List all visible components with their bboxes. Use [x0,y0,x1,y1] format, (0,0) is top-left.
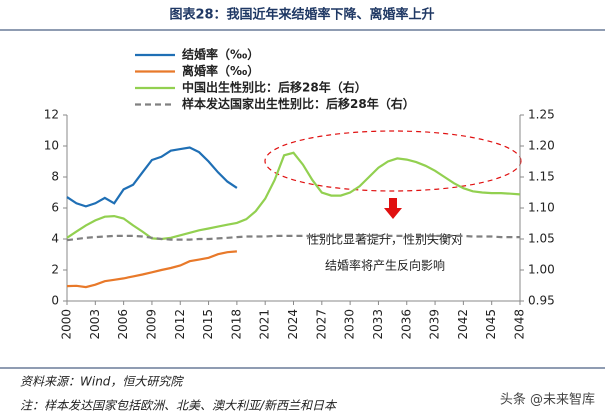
y-tick-label: 10 [44,139,59,153]
arrow [384,198,402,219]
x-tick-label: 2030 [343,309,357,340]
y2-tick-label: 1.00 [528,263,555,277]
x-tick-label: 2018 [229,309,243,340]
annotation: 性别比显著提升，性别失衡对 [307,232,463,247]
legend-label: 中国出生性别比：后移28年（右） [182,80,367,95]
highlight-ellipse [264,130,522,192]
x-tick-label: 2003 [88,309,102,340]
x-tick-label: 2012 [173,309,187,340]
x-tick-label: 2045 [484,309,498,340]
y-tick-label: 12 [44,108,59,122]
x-tick-label: 2015 [201,309,215,340]
legend-label: 结婚率（‰） [182,47,259,62]
footnote: 注：样本发达国家包括欧洲、北美、澳大利亚/新西兰和日本 [20,399,338,413]
y2-tick-label: 1.10 [528,201,555,215]
y2-tick-label: 0.95 [528,294,555,308]
y2-tick-label: 1.20 [528,139,555,153]
y2-tick-label: 1.05 [528,232,555,246]
x-tick-label: 2024 [286,309,300,340]
y-tick-label: 6 [51,201,59,215]
y-tick-label: 0 [51,294,59,308]
source: 资料来源：Wind，恒大研究院 [20,375,184,389]
legend-label: 样本发达国家出生性别比：后移28年（右） [182,96,415,111]
y2-tick-label: 1.15 [528,170,555,184]
x-tick-label: 2006 [116,309,130,340]
chart-title: 图表28：我国近年来结婚率下降、离婚率上升 [169,7,434,23]
series-line [66,234,520,242]
x-tick-label: 2009 [144,309,158,340]
y-tick-label: 4 [51,232,59,246]
annotation: 结婚率将产生反向影响 [325,258,445,273]
series-line [66,151,521,241]
x-tick-label: 2036 [399,309,413,340]
y-tick-label: 8 [51,170,59,184]
series-line [66,250,237,289]
series-line [66,146,238,208]
x-tick-label: 2042 [456,309,470,340]
watermark: 头条 @未来智库 [500,392,595,408]
legend-label: 离婚率（‰） [182,63,259,78]
y-tick-label: 2 [51,263,59,277]
x-tick-label: 2021 [258,309,272,340]
x-tick-label: 2039 [428,309,442,340]
x-tick-label: 2000 [60,309,74,340]
x-tick-label: 2027 [314,309,328,340]
y2-tick-label: 1.25 [528,108,555,122]
x-tick-label: 2033 [371,309,385,340]
x-tick-label: 2048 [513,309,527,340]
